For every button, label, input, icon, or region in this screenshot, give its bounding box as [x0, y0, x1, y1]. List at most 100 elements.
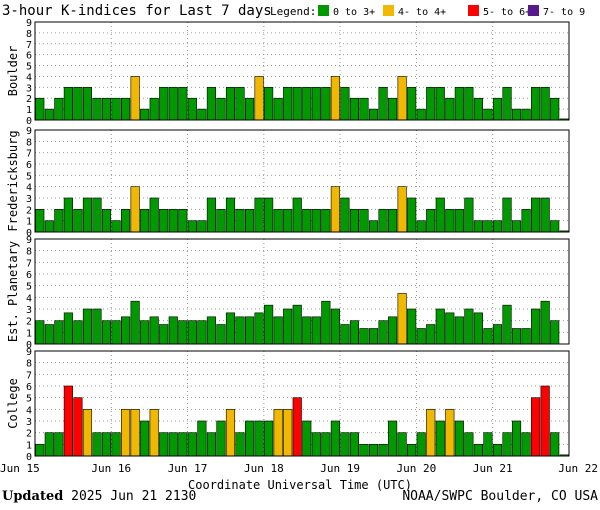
bar: [178, 432, 188, 457]
bar: [121, 409, 131, 457]
bar: [149, 97, 159, 121]
bar: [311, 87, 321, 121]
legend-item-3: 5- to 6+: [483, 7, 531, 18]
bar: [426, 209, 436, 233]
bar: [321, 209, 331, 233]
y-tick-label: 0: [26, 116, 32, 127]
bar: [149, 316, 159, 345]
bar: [35, 320, 45, 345]
bar: [216, 420, 226, 457]
bar: [197, 220, 207, 233]
bar: [454, 420, 464, 457]
y-tick-label: 8: [26, 359, 32, 370]
x-tick-label: Jun 20: [397, 462, 437, 475]
y-tick-label: 2: [26, 429, 32, 440]
bar: [178, 320, 188, 345]
bar: [35, 97, 45, 121]
bar: [378, 209, 388, 233]
bar: [407, 308, 417, 345]
y-tick-label: 4: [26, 72, 32, 83]
y-tick-label: 5: [26, 171, 32, 182]
updated-stamp: Updated 2025 Jun 21 2130: [2, 489, 196, 504]
bar: [473, 220, 483, 233]
bar: [511, 328, 522, 345]
panel-name: College: [6, 378, 20, 429]
y-tick-label: 2: [26, 94, 32, 105]
bar: [63, 87, 73, 121]
bar: [159, 432, 169, 457]
bar: [244, 420, 255, 457]
bar: [235, 87, 245, 121]
bar: [54, 432, 64, 457]
bar: [283, 87, 293, 121]
bar: [435, 420, 445, 457]
bar: [197, 108, 207, 121]
bar: [416, 432, 426, 457]
bar: [121, 97, 131, 121]
bar: [492, 444, 503, 457]
bar: [368, 444, 379, 457]
bar: [168, 209, 178, 233]
bar: [292, 397, 302, 457]
legend-item-2: 4- to 4+: [398, 7, 446, 18]
bar: [254, 197, 264, 233]
bar: [531, 308, 541, 345]
bar: [492, 324, 503, 345]
bar: [511, 220, 522, 233]
bar: [73, 397, 83, 457]
bar: [264, 420, 274, 457]
legend-item-4: 7- to 9: [543, 7, 585, 18]
bar: [521, 108, 531, 121]
bar: [206, 197, 216, 233]
bar: [388, 316, 398, 345]
bar: [273, 209, 283, 233]
bar: [273, 97, 283, 121]
bar: [216, 324, 226, 345]
bar: [254, 76, 264, 121]
bar: [368, 220, 379, 233]
bar: [388, 97, 398, 121]
bar: [92, 308, 102, 345]
bar: [63, 312, 73, 345]
bar: [349, 432, 360, 457]
plot-frame: [34, 350, 570, 457]
bar: [149, 409, 159, 457]
plot-area: [35, 130, 569, 232]
bar: [302, 420, 312, 457]
y-tick-label: 4: [26, 293, 32, 304]
bar: [264, 304, 274, 345]
bar: [521, 328, 531, 345]
bar: [426, 87, 436, 121]
y-tick-label: 3: [26, 305, 32, 316]
bar: [502, 87, 512, 121]
x-axis-ticks: Jun 15 Jun 16 Jun 17 Jun 18 Jun 19 Jun 20 Jun …: [0, 462, 598, 475]
y-tick-label: 0: [26, 228, 32, 239]
bar: [225, 197, 236, 233]
bar: [388, 420, 398, 457]
bar: [54, 209, 64, 233]
bar: [349, 97, 360, 121]
bar: [502, 197, 512, 233]
bar: [225, 312, 236, 345]
bar: [302, 316, 312, 345]
bar: [292, 87, 302, 121]
bar: [531, 197, 541, 233]
bar: [101, 209, 112, 233]
y-tick-label: 9: [26, 18, 32, 29]
bar: [330, 76, 340, 121]
bar: [397, 186, 407, 233]
bar: [178, 209, 188, 233]
bar: [464, 432, 474, 457]
legend: Legend: 0 to 3+ 4- to 4+ 5- to 6+ 7- to 9: [270, 5, 585, 18]
x-tick-label: Jun 17: [168, 462, 208, 475]
bar: [473, 312, 483, 345]
bar: [445, 97, 455, 121]
bar: [283, 409, 293, 457]
y-tick-label: 1: [26, 440, 32, 451]
y-tick-label: 6: [26, 382, 32, 393]
bar: [502, 432, 512, 457]
x-tick-label: Jun 22: [558, 462, 598, 475]
y-tick-label: 3: [26, 194, 32, 205]
